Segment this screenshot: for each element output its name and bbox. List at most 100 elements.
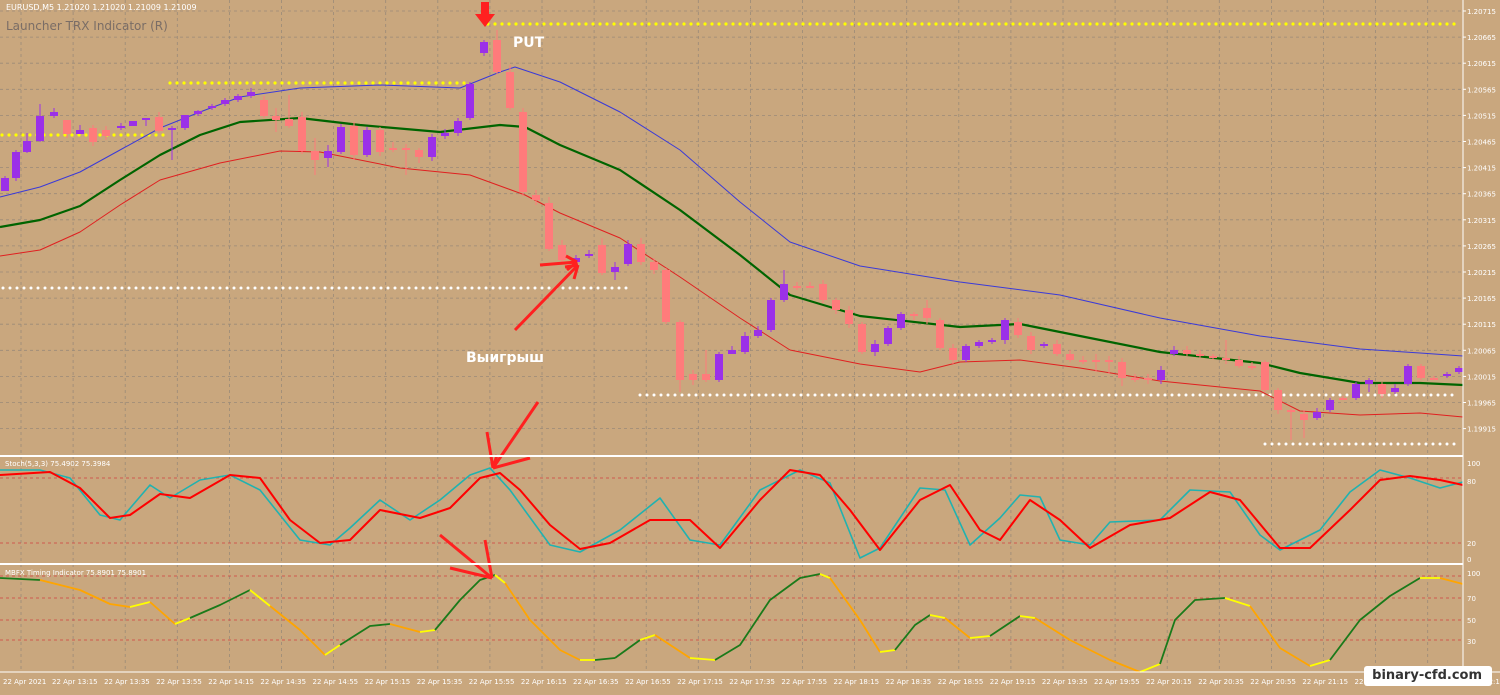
resistance-dot bbox=[941, 22, 945, 26]
resistance-dot bbox=[343, 81, 347, 85]
candle-body bbox=[545, 203, 553, 249]
candle-body bbox=[585, 254, 593, 256]
resistance-dot bbox=[1382, 22, 1386, 26]
candle-body bbox=[1443, 374, 1451, 376]
resistance-dot bbox=[934, 22, 938, 26]
candle-body bbox=[1053, 344, 1061, 354]
support-dot bbox=[827, 393, 831, 397]
grid-lines bbox=[0, 0, 1463, 672]
candle-body bbox=[428, 137, 436, 157]
put-label: PUT bbox=[513, 35, 545, 51]
resistance-dot bbox=[948, 22, 952, 26]
support-dot bbox=[785, 393, 789, 397]
price-axis-label: 1.20515 bbox=[1467, 112, 1496, 120]
resistance-dot bbox=[850, 22, 854, 26]
support-dot bbox=[1254, 393, 1258, 397]
support-dot bbox=[1191, 393, 1195, 397]
support-dot bbox=[659, 393, 663, 397]
win-arrow-head bbox=[572, 264, 580, 280]
candle-body bbox=[142, 118, 150, 120]
support-dot bbox=[1382, 442, 1386, 446]
support-dot bbox=[1450, 393, 1454, 397]
support-dot bbox=[1310, 393, 1314, 397]
resistance-dot bbox=[154, 133, 158, 137]
support-dot bbox=[15, 286, 19, 290]
resistance-dot bbox=[210, 81, 214, 85]
resistance-dot bbox=[308, 81, 312, 85]
resistance-dot bbox=[175, 81, 179, 85]
candle-body bbox=[285, 119, 293, 126]
support-dot bbox=[365, 286, 369, 290]
resistance-dot bbox=[885, 22, 889, 26]
support-dot bbox=[1177, 393, 1181, 397]
support-dot bbox=[806, 393, 810, 397]
support-dot bbox=[981, 393, 985, 397]
stoch-arrow-head bbox=[485, 431, 495, 469]
support-dot bbox=[1354, 442, 1358, 446]
time-axis-label: 22 Apr 20:55 bbox=[1250, 678, 1296, 686]
resistance-dot bbox=[675, 22, 679, 26]
support-dot bbox=[1410, 442, 1414, 446]
candle-body bbox=[454, 121, 462, 133]
support-dot bbox=[596, 286, 600, 290]
support-dot bbox=[1121, 393, 1125, 397]
resistance-dot bbox=[731, 22, 735, 26]
resistance-dot bbox=[836, 22, 840, 26]
support-dot bbox=[701, 393, 705, 397]
resistance-dot bbox=[507, 22, 511, 26]
resistance-dot bbox=[1039, 22, 1043, 26]
resistance-dot bbox=[322, 81, 326, 85]
candle-body bbox=[1248, 366, 1256, 368]
support-dot bbox=[1438, 442, 1442, 446]
time-axis-label: 22 Apr 17:55 bbox=[781, 678, 827, 686]
support-dot bbox=[64, 286, 68, 290]
support-dot bbox=[820, 393, 824, 397]
support-dot bbox=[1340, 442, 1344, 446]
support-dot bbox=[1107, 393, 1111, 397]
resistance-dot bbox=[920, 22, 924, 26]
support-dot bbox=[169, 286, 173, 290]
candle-body bbox=[923, 308, 931, 318]
support-dot bbox=[988, 393, 992, 397]
resistance-dot bbox=[1305, 22, 1309, 26]
resistance-dot bbox=[1277, 22, 1281, 26]
support-dot bbox=[813, 393, 817, 397]
support-dot bbox=[113, 286, 117, 290]
candle-body bbox=[208, 106, 216, 108]
time-axis-label: 22 Apr 18:15 bbox=[834, 678, 880, 686]
resistance-dot bbox=[1165, 22, 1169, 26]
resistance-dot bbox=[794, 22, 798, 26]
candle-body bbox=[466, 84, 474, 118]
support-dot bbox=[1452, 442, 1456, 446]
mbfx-line-segment bbox=[1329, 577, 1421, 661]
support-dot bbox=[449, 286, 453, 290]
resistance-dot bbox=[542, 22, 546, 26]
support-dot bbox=[603, 286, 607, 290]
support-dot bbox=[316, 286, 320, 290]
candle-body bbox=[1339, 398, 1347, 400]
support-dot bbox=[29, 286, 33, 290]
candle-body bbox=[662, 270, 670, 322]
support-dot bbox=[1079, 393, 1083, 397]
resistance-dot bbox=[1200, 22, 1204, 26]
support-dot bbox=[673, 393, 677, 397]
candle-body bbox=[493, 40, 501, 72]
support-dot bbox=[1445, 442, 1449, 446]
support-dot bbox=[512, 286, 516, 290]
resistance-dot bbox=[455, 81, 459, 85]
support-dot bbox=[1326, 442, 1330, 446]
resistance-dot bbox=[1025, 22, 1029, 26]
resistance-dot bbox=[668, 22, 672, 26]
candle-body bbox=[988, 340, 996, 342]
support-dot bbox=[1, 286, 5, 290]
resistance-dot bbox=[357, 81, 361, 85]
time-axis-label: 22 Apr 20:15 bbox=[1146, 678, 1192, 686]
resistance-dot bbox=[287, 81, 291, 85]
resistance-dot bbox=[689, 22, 693, 26]
candle-body bbox=[298, 117, 306, 151]
candle-body bbox=[1079, 360, 1087, 362]
resistance-dot bbox=[521, 22, 525, 26]
resistance-dot bbox=[350, 81, 354, 85]
